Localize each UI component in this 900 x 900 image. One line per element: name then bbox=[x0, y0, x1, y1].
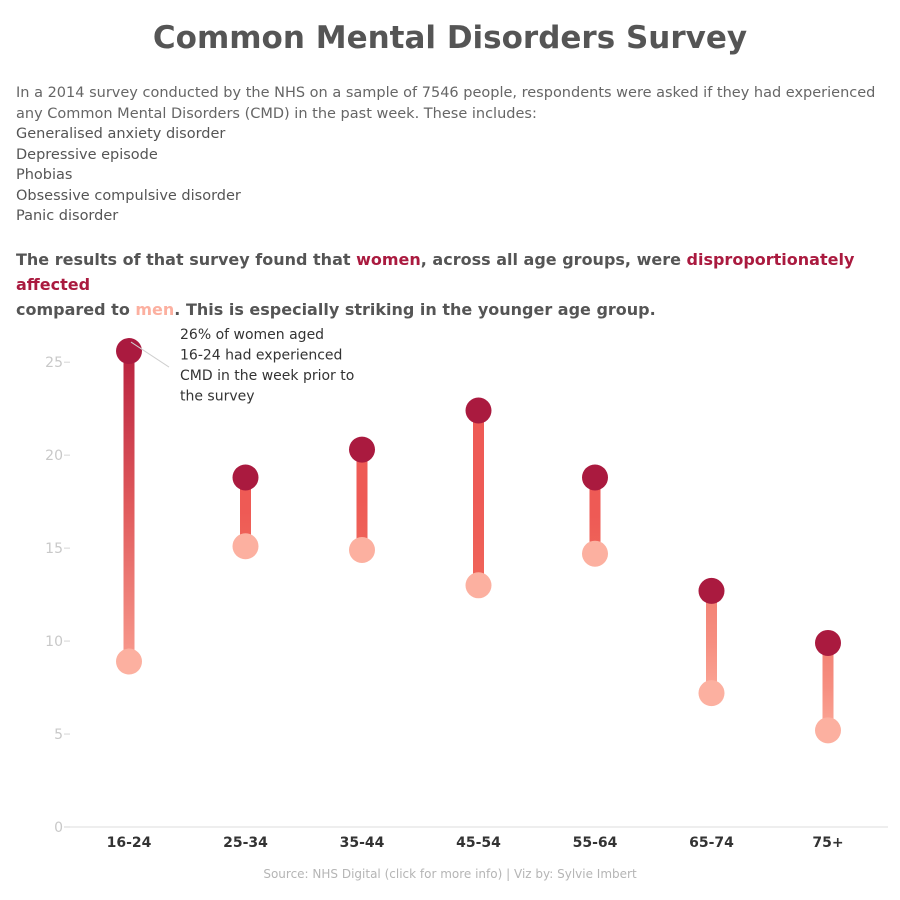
headline-text: compared to bbox=[16, 300, 136, 319]
credit: Viz by: Sylvie Imbert bbox=[514, 867, 637, 881]
x-tick-label: 16-24 bbox=[107, 835, 152, 851]
source-link[interactable]: Source: NHS Digital (click for more info… bbox=[263, 867, 503, 881]
disorder-item: Obsessive compulsive disorder bbox=[16, 187, 241, 204]
x-tick-label: 45-54 bbox=[456, 835, 501, 851]
dot-women-35-44 bbox=[349, 436, 375, 463]
x-tick-label: 35-44 bbox=[340, 835, 385, 851]
dot-women-55-64 bbox=[582, 464, 608, 491]
annotation-text: 26% of women aged bbox=[180, 327, 324, 343]
annotation-text: the survey bbox=[180, 389, 255, 405]
headline-disproportionately: disproportionately affected bbox=[16, 250, 855, 294]
dot-men-75+ bbox=[815, 717, 841, 744]
annotation-text: 16-24 had experienced bbox=[180, 348, 342, 364]
y-axis: 0 5 10 15 20 25 bbox=[45, 355, 888, 836]
intro-paragraph: In a 2014 survey conducted by the NHS on… bbox=[16, 83, 886, 227]
x-tick-label: 75+ bbox=[812, 835, 843, 851]
disorder-item: Generalised anxiety disorder bbox=[16, 126, 226, 142]
headline-text: , across all age groups, were bbox=[420, 250, 687, 269]
y-tick-label: 0 bbox=[54, 820, 63, 836]
source-footer: Source: NHS Digital (click for more info… bbox=[0, 867, 900, 881]
dot-men-35-44 bbox=[349, 536, 375, 563]
intro-text: In a 2014 survey conducted by the NHS on… bbox=[16, 85, 876, 122]
headline-men: men bbox=[135, 300, 175, 319]
dot-men-16-24 bbox=[116, 648, 142, 675]
separator: | bbox=[506, 867, 511, 881]
dot-men-45-54 bbox=[465, 572, 492, 599]
dot-women-45-54 bbox=[465, 397, 492, 424]
x-tick-label: 65-74 bbox=[689, 835, 734, 851]
x-tick-label: 25-34 bbox=[223, 835, 268, 851]
page-title: Common Mental Disorders Survey bbox=[152, 20, 748, 56]
dot-men-55-64 bbox=[582, 540, 608, 567]
annotation-text: CMD in the week prior to bbox=[180, 368, 354, 384]
dot-women-75+ bbox=[815, 629, 841, 656]
x-tick-label: 55-64 bbox=[573, 835, 618, 851]
dot-men-65-74 bbox=[698, 680, 725, 707]
headline-text: . This is especially striking in the you… bbox=[174, 300, 656, 319]
y-tick-label: 25 bbox=[45, 355, 63, 371]
dot-women-65-74 bbox=[698, 577, 725, 604]
disorder-item: Panic disorder bbox=[16, 208, 119, 224]
annotation-leader bbox=[130, 341, 170, 368]
disorder-item: Depressive episode bbox=[16, 146, 158, 163]
x-axis: 16-24 25-34 35-44 45-54 55-64 65-74 75+ bbox=[107, 835, 844, 851]
headline: The results of that survey found that wo… bbox=[16, 247, 896, 322]
dot-men-25-34 bbox=[232, 533, 259, 560]
dot-women-25-34 bbox=[232, 464, 259, 491]
headline-text: The results of that survey found that bbox=[16, 250, 357, 269]
y-tick-label: 20 bbox=[45, 448, 63, 464]
disorder-item: Phobias bbox=[16, 167, 73, 183]
bars bbox=[116, 338, 841, 744]
y-tick-label: 5 bbox=[54, 727, 63, 743]
y-tick-label: 15 bbox=[45, 541, 63, 557]
dot-women-16-24 bbox=[116, 338, 142, 365]
annotation: 26% of women aged 16-24 had experienced CM… bbox=[130, 327, 354, 405]
headline-women: women bbox=[356, 250, 421, 269]
y-tick-label: 10 bbox=[45, 634, 63, 650]
